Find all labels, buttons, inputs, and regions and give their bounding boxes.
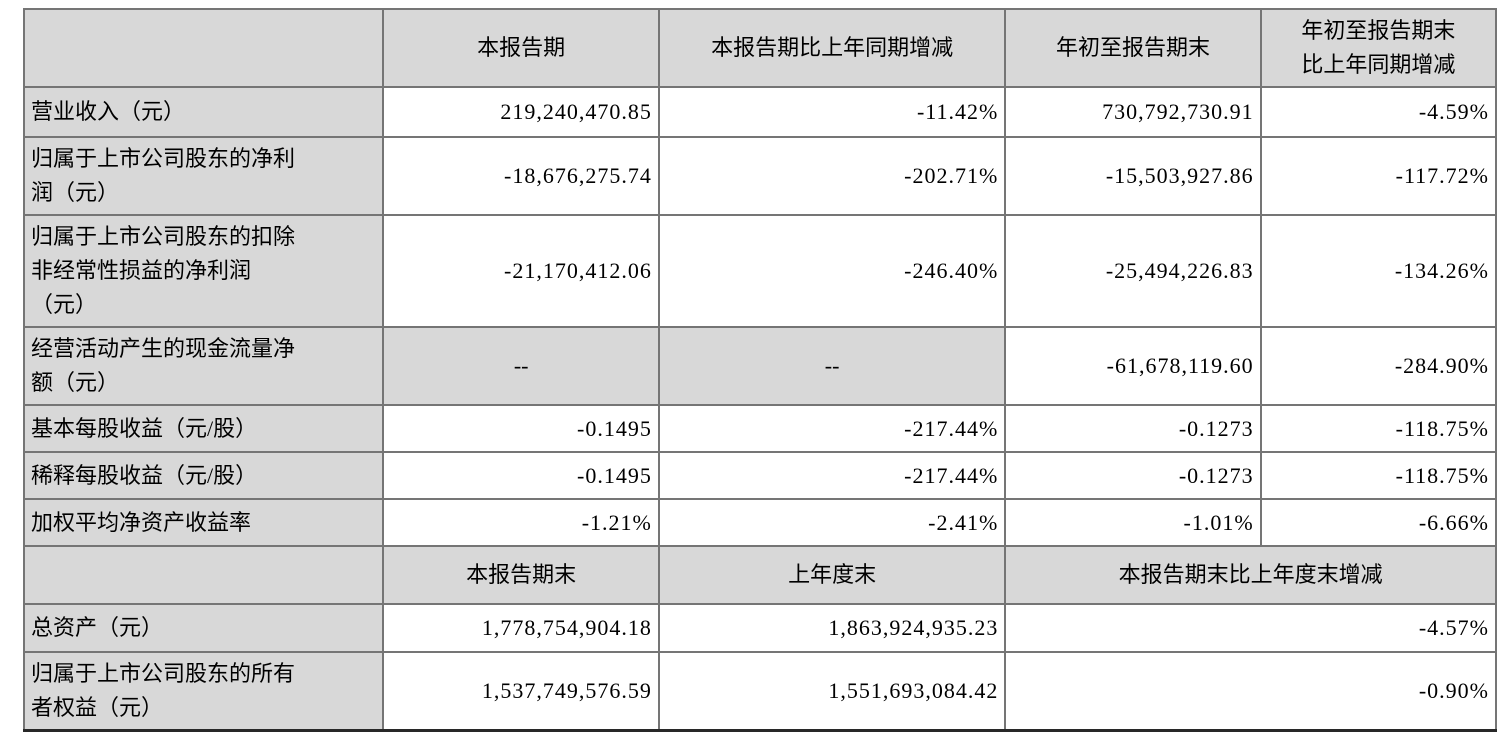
cell-value: -0.1273	[1004, 404, 1262, 453]
cell-value: -11.42%	[657, 86, 1007, 138]
cell-value: -15,503,927.86	[1004, 136, 1262, 216]
table-subheader-row: 本报告期末 上年度末 本报告期末比上年度末增减	[22, 545, 1497, 605]
cell-value: -18,676,275.74	[382, 136, 660, 216]
subheader-end-of-last-year: 上年度末	[657, 545, 1007, 605]
subheader-end-of-period: 本报告期末	[382, 545, 660, 605]
row-label: 营业收入（元）	[22, 86, 385, 138]
cell-value: -117.72%	[1259, 136, 1498, 216]
row-label: 总资产（元）	[22, 603, 385, 653]
cell-value: 219,240,470.85	[382, 86, 660, 138]
table-row: 基本每股收益（元/股） -0.1495 -217.44% -0.1273 -11…	[22, 404, 1498, 453]
cell-value: 730,792,730.91	[1004, 86, 1262, 138]
cell-value: -21,170,412.06	[382, 214, 660, 328]
cell-value: -6.66%	[1259, 498, 1498, 547]
cell-value: -246.40%	[657, 214, 1007, 328]
cell-value: -1.21%	[382, 498, 660, 547]
subheader-empty-cell	[22, 545, 385, 605]
cell-value: -2.41%	[657, 498, 1007, 547]
cell-value: -1.01%	[1004, 498, 1262, 547]
cell-value: -0.90%	[1004, 651, 1497, 732]
cell-value: 1,537,749,576.59	[382, 651, 660, 732]
table-row: 加权平均净资产收益率 -1.21% -2.41% -1.01% -6.66%	[22, 498, 1498, 547]
header-current-period-yoy-change: 本报告期比上年同期增减	[657, 8, 1007, 88]
cell-value: -284.90%	[1259, 326, 1498, 406]
subheader-change-vs-last-year-end: 本报告期末比上年度末增减	[1004, 545, 1497, 605]
cell-value: -4.57%	[1004, 603, 1497, 653]
row-label: 归属于上市公司股东的净利 润（元）	[22, 136, 385, 216]
cell-value: 1,551,693,084.42	[657, 651, 1007, 732]
cell-value: 1,778,754,904.18	[382, 603, 660, 653]
row-label: 经营活动产生的现金流量净 额（元）	[22, 326, 385, 406]
row-label: 归属于上市公司股东的所有 者权益（元）	[22, 651, 385, 732]
row-label: 加权平均净资产收益率	[22, 498, 385, 547]
cell-value: -0.1495	[382, 404, 660, 453]
table-row: 归属于上市公司股东的扣除 非经常性损益的净利润 （元） -21,170,412.…	[22, 214, 1498, 328]
cell-value-na: --	[382, 326, 660, 406]
header-year-to-date: 年初至报告期末	[1004, 8, 1262, 88]
cell-value-na: --	[657, 326, 1007, 406]
cell-value: -217.44%	[657, 404, 1007, 453]
row-label: 基本每股收益（元/股）	[22, 404, 385, 453]
table-row: 营业收入（元） 219,240,470.85 -11.42% 730,792,7…	[22, 86, 1498, 138]
cell-value: -217.44%	[657, 451, 1007, 500]
cell-value: -118.75%	[1259, 404, 1498, 453]
financial-summary-table: 本报告期 本报告期比上年同期增减 年初至报告期末 年初至报告期末 比上年同期增减…	[22, 8, 1498, 732]
row-label: 归属于上市公司股东的扣除 非经常性损益的净利润 （元）	[22, 214, 385, 328]
header-current-period: 本报告期	[382, 8, 660, 88]
cell-value: -118.75%	[1259, 451, 1498, 500]
table-row: 总资产（元） 1,778,754,904.18 1,863,924,935.23…	[22, 603, 1497, 653]
cell-value: 1,863,924,935.23	[657, 603, 1007, 653]
row-label: 稀释每股收益（元/股）	[22, 451, 385, 500]
cell-value: -61,678,119.60	[1004, 326, 1262, 406]
cell-value: -202.71%	[657, 136, 1007, 216]
table-row: 归属于上市公司股东的净利 润（元） -18,676,275.74 -202.71…	[22, 136, 1498, 216]
table-row: 归属于上市公司股东的所有 者权益（元） 1,537,749,576.59 1,5…	[22, 651, 1497, 732]
table-row: 稀释每股收益（元/股） -0.1495 -217.44% -0.1273 -11…	[22, 451, 1498, 500]
cell-value: -4.59%	[1259, 86, 1498, 138]
cell-value: -25,494,226.83	[1004, 214, 1262, 328]
header-ytd-yoy-change: 年初至报告期末 比上年同期增减	[1259, 8, 1498, 88]
header-empty-cell	[22, 8, 385, 88]
table-row: 经营活动产生的现金流量净 额（元） -- -- -61,678,119.60 -…	[22, 326, 1498, 406]
cell-value: -0.1495	[382, 451, 660, 500]
cell-value: -134.26%	[1259, 214, 1498, 328]
table-header-row: 本报告期 本报告期比上年同期增减 年初至报告期末 年初至报告期末 比上年同期增减	[22, 8, 1498, 88]
cell-value: -0.1273	[1004, 451, 1262, 500]
